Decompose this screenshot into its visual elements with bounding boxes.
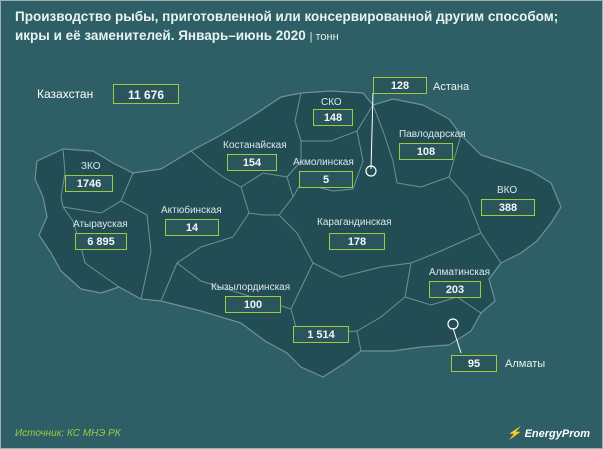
brand-name: EnergyProm — [524, 428, 590, 440]
source-text: Источник: КС МНЭ РК — [15, 428, 121, 439]
region-value-sko: 148 — [313, 109, 353, 126]
region-label-pavlodar: Павлодарская — [399, 129, 466, 140]
region-label-akmola: Акмолинская — [293, 157, 354, 168]
region-value-almaty-region: 203 — [429, 281, 481, 298]
region-label-kostanay: Костанайская — [223, 140, 287, 151]
region-label-aktobe: Актюбинская — [161, 205, 222, 216]
brand-logo: ⚡ EnergyProm — [507, 426, 590, 440]
astana-leader — [370, 92, 374, 170]
title-text: Производство рыбы, приготовленной или ко… — [15, 9, 559, 43]
border-almaty — [404, 296, 482, 314]
border-aktobe-west — [120, 200, 152, 300]
region-value-south: 1 514 — [293, 326, 349, 343]
region-label-kyzylorda: Кызылординская — [211, 282, 291, 293]
region-label-zko: ЗКО — [81, 161, 101, 172]
region-label-atyrau: Атырауская — [73, 219, 128, 230]
region-value-kostanay: 154 — [227, 154, 277, 171]
city-value-astana: 128 — [373, 77, 427, 94]
city-label-astana: Астана — [433, 81, 470, 93]
region-value-akmola: 5 — [299, 171, 353, 188]
country-value-box: 11 676 — [113, 84, 179, 104]
region-label-almaty-region: Алматинская — [429, 267, 490, 278]
region-label-karaganda: Карагандинская — [317, 217, 392, 228]
region-value-aktobe: 14 — [165, 219, 219, 236]
unit-label: | тонн — [309, 31, 339, 43]
almaty-leader — [452, 327, 462, 354]
border-vko — [448, 176, 502, 264]
astana-marker — [365, 165, 377, 177]
region-value-kyzylorda: 100 — [225, 296, 281, 313]
region-value-vko: 388 — [481, 199, 535, 216]
border-karaganda — [278, 214, 482, 278]
region-value-pavlodar: 108 — [399, 143, 453, 160]
region-value-karaganda: 178 — [329, 233, 385, 250]
border-sko — [294, 92, 374, 142]
region-label-vko: ВКО — [497, 185, 518, 196]
region-value-atyrau: 6 895 — [75, 233, 127, 250]
energy-logo-icon: ⚡ — [506, 426, 522, 440]
region-label-sko: СКО — [321, 97, 342, 108]
city-label-almaty: Алматы — [505, 358, 546, 370]
region-value-zko: 1746 — [65, 175, 113, 192]
chart-title: Производство рыбы, приготовленной или ко… — [15, 7, 595, 47]
city-value-almaty: 95 — [451, 355, 497, 372]
country-name: Казахстан — [37, 87, 94, 101]
almaty-marker — [447, 318, 459, 330]
